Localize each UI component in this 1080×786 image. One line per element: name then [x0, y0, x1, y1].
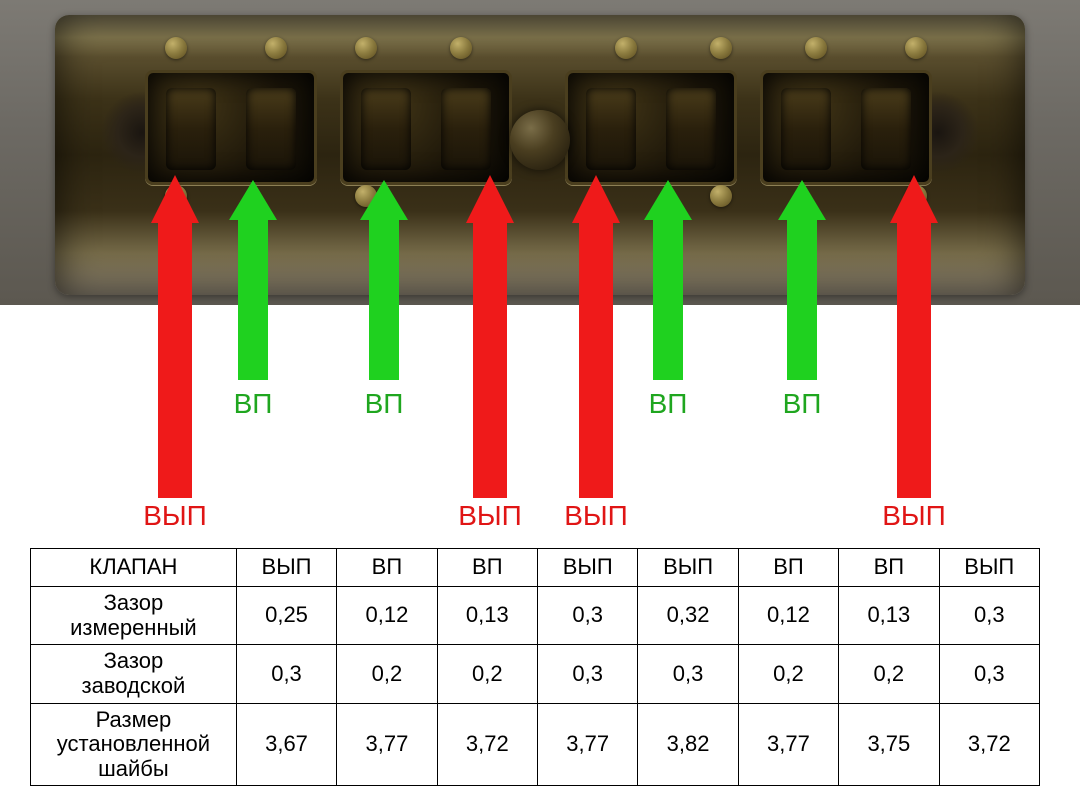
table-cell: 3,77 — [537, 703, 637, 786]
red-arrow — [151, 175, 199, 498]
arrow-head-icon — [360, 180, 408, 220]
table-header-row: КЛАПАНВЫПВПВПВЫПВЫПВПВПВЫП — [31, 549, 1040, 587]
arrow-shaft — [473, 223, 507, 498]
bolt-icon — [805, 37, 827, 59]
table-col-header: ВЫП — [638, 549, 738, 587]
arrow-head-icon — [466, 175, 514, 223]
table-cell: 0,25 — [236, 587, 336, 645]
table-cell: 0,2 — [337, 645, 437, 703]
table-cell: 0,3 — [638, 645, 738, 703]
bolt-icon — [905, 37, 927, 59]
arrow-head-icon — [151, 175, 199, 223]
engine-block-shape — [55, 15, 1025, 295]
green-arrow-label: ВП — [365, 388, 404, 420]
table-row-header: Зазорзаводской — [31, 645, 237, 703]
bolt-icon — [710, 185, 732, 207]
table-col-header: ВЫП — [236, 549, 336, 587]
table-cell: 0,2 — [839, 645, 939, 703]
bolt-icon — [710, 37, 732, 59]
table-row-header: Зазоризмеренный — [31, 587, 237, 645]
table-cell: 0,32 — [638, 587, 738, 645]
green-arrow — [360, 180, 408, 380]
arrow-head-icon — [778, 180, 826, 220]
red-arrow — [466, 175, 514, 498]
bolt-icon — [615, 37, 637, 59]
arrow-shaft — [238, 220, 268, 380]
green-arrow-label: ВП — [234, 388, 273, 420]
table-corner-cell: КЛАПАН — [31, 549, 237, 587]
arrow-shaft — [579, 223, 613, 498]
bolt-icon — [450, 37, 472, 59]
table-cell: 0,2 — [738, 645, 838, 703]
chamber-4 — [760, 70, 932, 185]
table-col-header: ВЫП — [939, 549, 1039, 587]
arrow-head-icon — [644, 180, 692, 220]
arrow-shaft — [369, 220, 399, 380]
table-cell: 3,67 — [236, 703, 336, 786]
red-arrow — [890, 175, 938, 498]
diagram-area: ВП ВП ВП ВП ВЫП ВЫП ВЫП ВЫП — [0, 0, 1080, 540]
table-col-header: ВП — [839, 549, 939, 587]
table-cell: 0,13 — [839, 587, 939, 645]
chamber-1 — [145, 70, 317, 185]
arrow-head-icon — [229, 180, 277, 220]
table-col-header: ВЫП — [537, 549, 637, 587]
table-cell: 0,12 — [738, 587, 838, 645]
table-cell: 3,75 — [839, 703, 939, 786]
table-cell: 3,77 — [738, 703, 838, 786]
red-arrow-label: ВЫП — [564, 500, 628, 532]
table-col-header: ВП — [337, 549, 437, 587]
table-cell: 3,72 — [437, 703, 537, 786]
bolt-icon — [265, 37, 287, 59]
table-row: Зазоризмеренный0,250,120,130,30,320,120,… — [31, 587, 1040, 645]
arrow-head-icon — [890, 175, 938, 223]
table-cell: 0,3 — [939, 587, 1039, 645]
green-arrow — [778, 180, 826, 380]
chamber-3 — [565, 70, 737, 185]
valve-clearance-table: КЛАПАНВЫПВПВПВЫПВЫПВПВПВЫПЗазоризмеренны… — [30, 548, 1040, 786]
arrow-head-icon — [572, 175, 620, 223]
chamber-2 — [340, 70, 512, 185]
red-arrow — [572, 175, 620, 498]
green-arrow — [644, 180, 692, 380]
green-arrow-label: ВП — [649, 388, 688, 420]
table-cell: 3,72 — [939, 703, 1039, 786]
red-arrow-label: ВЫП — [882, 500, 946, 532]
table-col-header: ВП — [437, 549, 537, 587]
table-cell: 0,3 — [939, 645, 1039, 703]
table-row: Зазорзаводской0,30,20,20,30,30,20,20,3 — [31, 645, 1040, 703]
arrow-shaft — [158, 223, 192, 498]
bolt-icon — [165, 37, 187, 59]
table-cell: 0,3 — [236, 645, 336, 703]
camshaft-hub — [510, 110, 570, 170]
table-col-header: ВП — [738, 549, 838, 587]
table-row-header: Размерустановленнойшайбы — [31, 703, 237, 786]
table-cell: 0,3 — [537, 587, 637, 645]
table-cell: 0,2 — [437, 645, 537, 703]
arrow-shaft — [897, 223, 931, 498]
red-arrow-label: ВЫП — [458, 500, 522, 532]
table-cell: 0,3 — [537, 645, 637, 703]
green-arrow-label: ВП — [783, 388, 822, 420]
green-arrow — [229, 180, 277, 380]
table-row: Размерустановленнойшайбы3,673,773,723,77… — [31, 703, 1040, 786]
table-cell: 3,82 — [638, 703, 738, 786]
arrow-shaft — [653, 220, 683, 380]
bolt-icon — [355, 37, 377, 59]
table-cell: 0,13 — [437, 587, 537, 645]
table-cell: 0,12 — [337, 587, 437, 645]
table-cell: 3,77 — [337, 703, 437, 786]
red-arrow-label: ВЫП — [143, 500, 207, 532]
arrow-shaft — [787, 220, 817, 380]
